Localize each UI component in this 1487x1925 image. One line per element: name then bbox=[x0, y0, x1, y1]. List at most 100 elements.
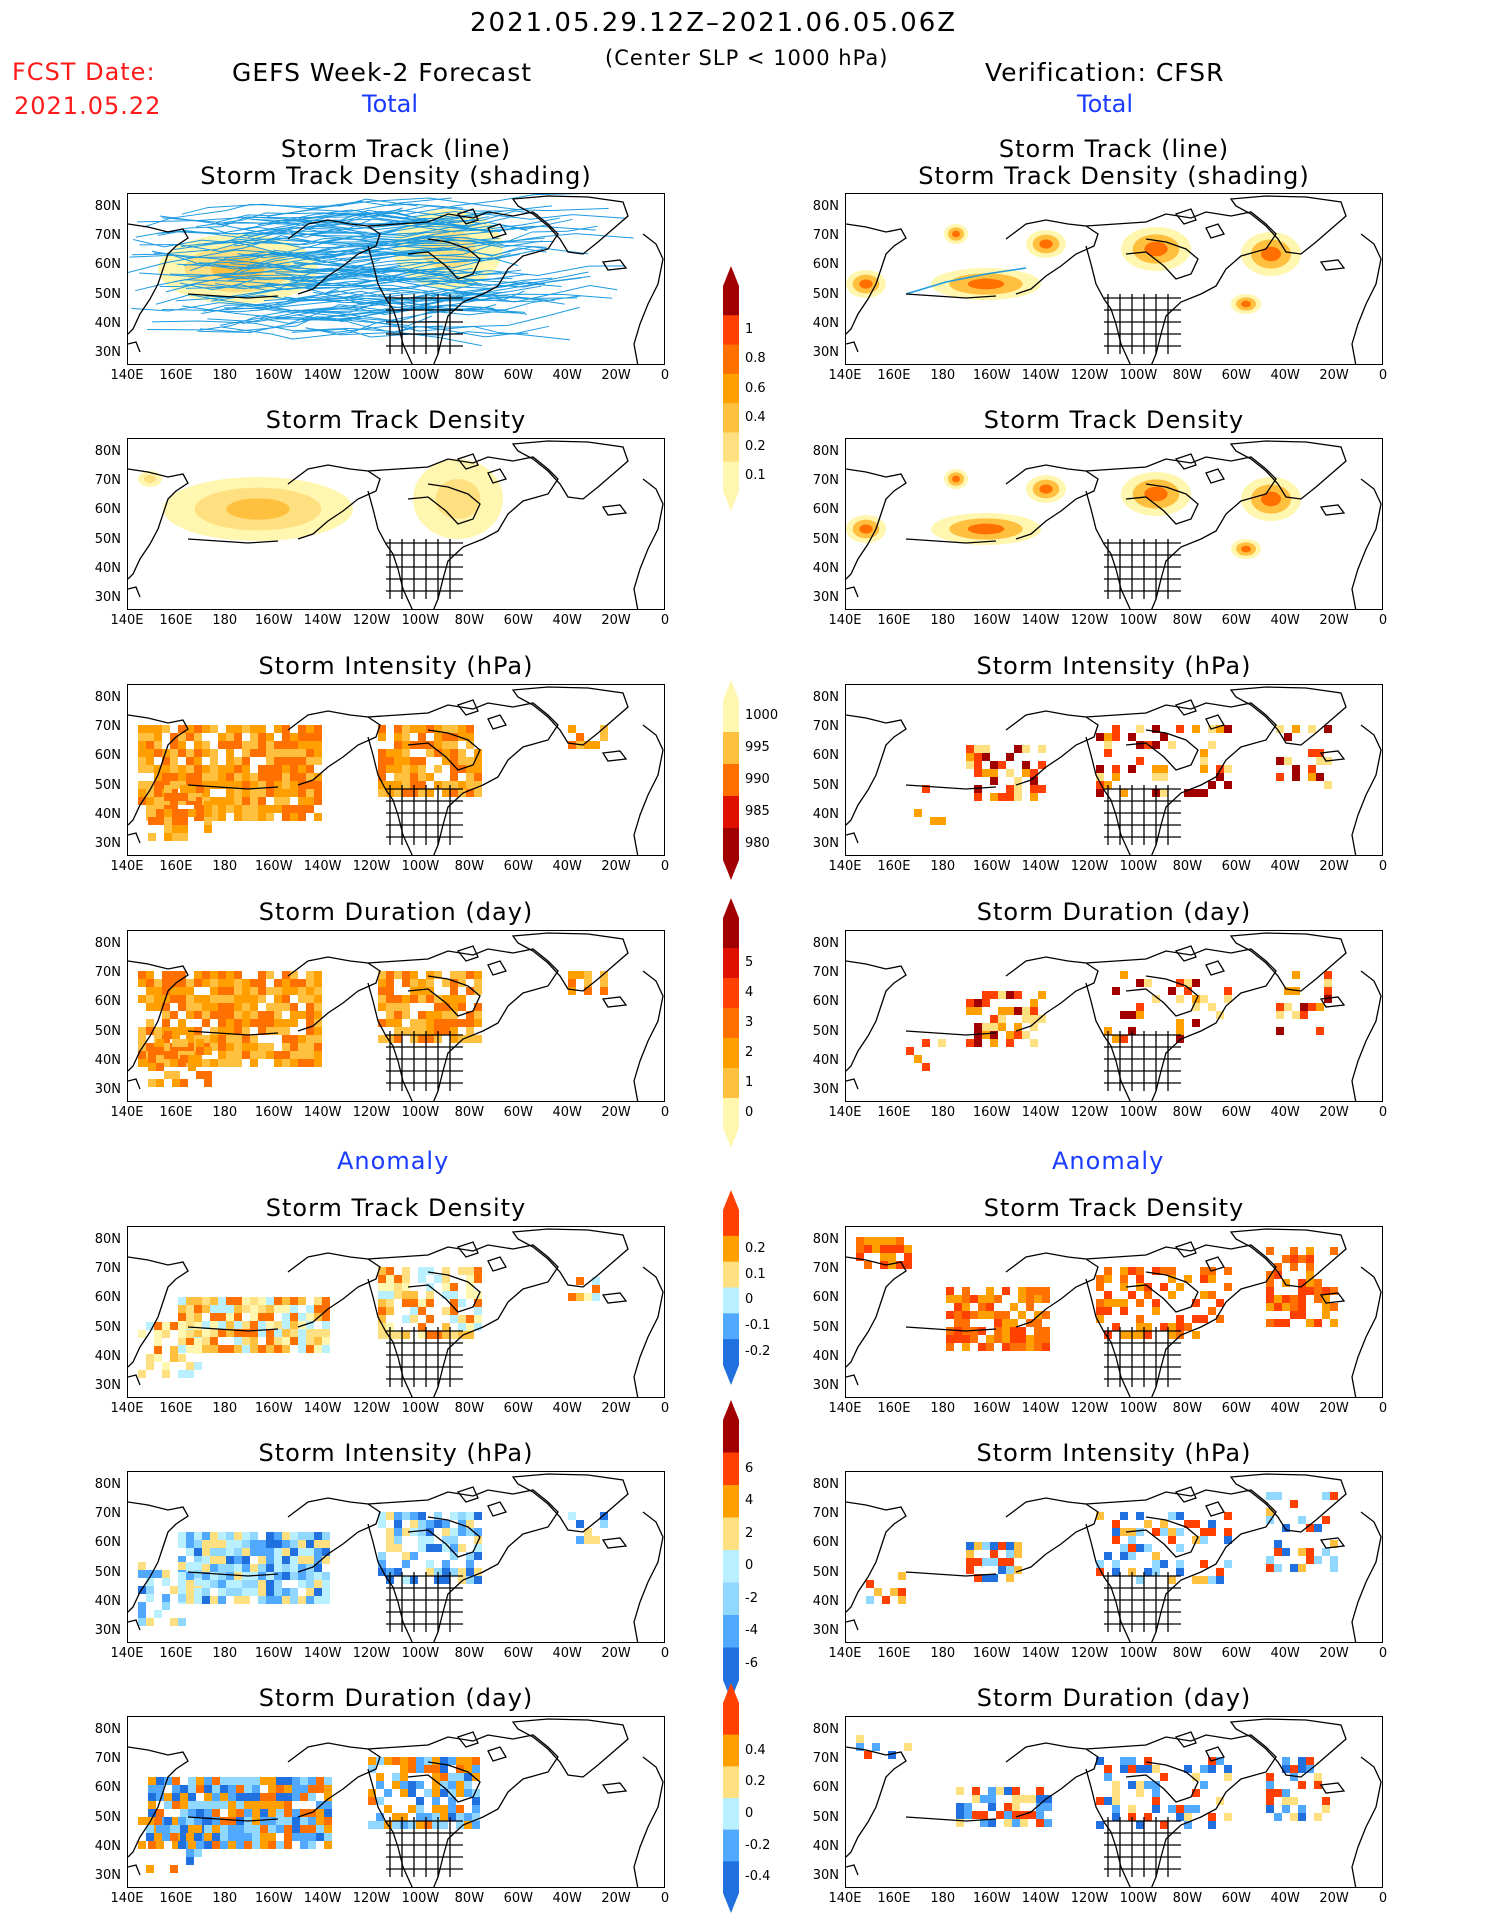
colorbar-density_total bbox=[720, 266, 742, 515]
lon-tick-label: 160W bbox=[972, 1891, 1011, 1906]
lat-tick-label: 60N bbox=[812, 502, 839, 518]
lon-tick-label: 40W bbox=[1270, 1105, 1300, 1120]
lat-tick-label: 70N bbox=[812, 965, 839, 981]
lon-tick-label: 120W bbox=[352, 1891, 391, 1906]
lon-tick-label: 40W bbox=[1270, 368, 1300, 383]
panel-title-fcst-0: Storm Track (line) bbox=[280, 135, 512, 163]
lon-tick-label: 100W bbox=[1119, 1401, 1158, 1416]
lon-tick-label: 140W bbox=[303, 613, 342, 628]
lat-tick-label: 60N bbox=[94, 1780, 121, 1796]
map-forecast-5 bbox=[127, 1471, 665, 1643]
colorbar-tick-label: 0 bbox=[745, 1105, 754, 1120]
lon-tick-label: 120W bbox=[1070, 1105, 1109, 1120]
panel-title-verif-3: Storm Duration (day) bbox=[976, 898, 1252, 926]
lon-tick-label: 0 bbox=[1378, 1105, 1388, 1120]
colorbar-tick-label: 995 bbox=[745, 740, 770, 755]
colorbar-tick-label: 990 bbox=[745, 772, 770, 787]
lon-tick-label: 40W bbox=[1270, 1401, 1300, 1416]
lon-tick-label: 40W bbox=[552, 1891, 582, 1906]
lon-tick-label: 60W bbox=[503, 613, 533, 628]
lon-tick-label: 80W bbox=[1172, 1401, 1203, 1416]
lon-tick-label: 20W bbox=[601, 1105, 631, 1120]
lon-tick-label: 0 bbox=[660, 859, 670, 874]
colorbar-intensity_anom bbox=[720, 1400, 742, 1704]
lat-tick-label: 50N bbox=[812, 777, 839, 793]
lat-tick-label: 80N bbox=[94, 690, 121, 705]
lat-tick-label: 60N bbox=[812, 1535, 839, 1551]
lon-tick-label: 20W bbox=[601, 368, 631, 383]
lat-tick-label: 70N bbox=[812, 1261, 839, 1277]
right-anomaly-label: Anomaly bbox=[1052, 1147, 1165, 1175]
lat-tick-label: 60N bbox=[94, 257, 121, 273]
lon-tick-label: 140E bbox=[110, 1105, 144, 1120]
lon-tick-label: 80W bbox=[1172, 1891, 1203, 1906]
lat-tick-label: 30N bbox=[812, 345, 839, 360]
lon-tick-label: 180 bbox=[930, 613, 956, 628]
lat-tick-label: 50N bbox=[812, 1564, 839, 1580]
lat-tick-label: 30N bbox=[94, 1623, 121, 1638]
colorbar-tick-label: 1 bbox=[745, 1075, 754, 1090]
lon-tick-label: 160W bbox=[972, 1646, 1011, 1661]
lon-tick-label: 140E bbox=[110, 859, 144, 874]
lon-tick-label: 140W bbox=[303, 1646, 342, 1661]
lon-tick-label: 40W bbox=[552, 613, 582, 628]
lon-tick-label: 40W bbox=[1270, 1646, 1300, 1661]
lon-tick-label: 140W bbox=[303, 859, 342, 874]
lon-tick-label: 160E bbox=[159, 859, 193, 874]
lat-tick-label: 40N bbox=[94, 806, 121, 822]
lon-tick-label: 160W bbox=[972, 1401, 1011, 1416]
lon-tick-label: 160W bbox=[972, 859, 1011, 874]
lon-tick-label: 20W bbox=[601, 1646, 631, 1661]
lat-tick-label: 60N bbox=[94, 748, 121, 764]
lat-tick-label: 40N bbox=[812, 315, 839, 331]
lat-tick-label: 80N bbox=[812, 1722, 839, 1737]
lon-tick-label: 140E bbox=[828, 1401, 862, 1416]
lon-tick-label: 100W bbox=[1119, 368, 1158, 383]
lon-tick-label: 80W bbox=[1172, 613, 1203, 628]
lon-tick-label: 60W bbox=[503, 859, 533, 874]
lon-tick-label: 0 bbox=[660, 1401, 670, 1416]
lon-tick-label: 120W bbox=[352, 1401, 391, 1416]
colorbar-tick-label: 0 bbox=[745, 1805, 754, 1821]
colorbar-tick-label: 980 bbox=[745, 836, 770, 851]
panel-title-fcst-5: Storm Intensity (hPa) bbox=[258, 1439, 534, 1467]
colorbar-tick-label: -6 bbox=[745, 1655, 758, 1671]
lon-tick-label: 40W bbox=[1270, 613, 1300, 628]
lon-tick-label: 0 bbox=[1378, 1891, 1388, 1906]
lat-tick-label: 70N bbox=[94, 1261, 121, 1277]
lon-tick-label: 120W bbox=[352, 1646, 391, 1661]
lon-tick-label: 180 bbox=[212, 368, 238, 383]
lat-tick-label: 50N bbox=[94, 1809, 121, 1825]
lat-tick-label: 30N bbox=[94, 836, 121, 851]
lon-tick-label: 60W bbox=[503, 368, 533, 383]
lat-tick-label: 80N bbox=[94, 936, 121, 951]
lon-tick-label: 120W bbox=[1070, 859, 1109, 874]
lat-tick-label: 70N bbox=[94, 1506, 121, 1522]
colorbar-duration_total bbox=[720, 898, 742, 1152]
left-column-title: GEFS Week-2 Forecast bbox=[232, 58, 533, 87]
map-verification-4 bbox=[845, 1226, 1383, 1398]
lat-tick-label: 80N bbox=[812, 1477, 839, 1492]
colorbar-tick-label: -0.1 bbox=[745, 1318, 771, 1334]
lat-tick-label: 50N bbox=[94, 1023, 121, 1039]
panel-title-verif-6: Storm Duration (day) bbox=[976, 1684, 1252, 1712]
lat-tick-label: 70N bbox=[812, 1751, 839, 1767]
lat-tick-label: 40N bbox=[812, 1052, 839, 1068]
panel-title-fcst-2: Storm Intensity (hPa) bbox=[258, 652, 534, 680]
lat-tick-label: 60N bbox=[94, 1290, 121, 1306]
lon-tick-label: 160E bbox=[159, 1891, 193, 1906]
lat-tick-label: 50N bbox=[812, 531, 839, 547]
lat-tick-label: 70N bbox=[94, 228, 121, 244]
lon-tick-label: 80W bbox=[454, 1891, 485, 1906]
colorbar-tick-label: 0.8 bbox=[745, 351, 766, 367]
lon-tick-label: 40W bbox=[552, 1646, 582, 1661]
map-verification-3 bbox=[845, 930, 1383, 1102]
map-forecast-1 bbox=[127, 438, 665, 610]
lon-tick-label: 120W bbox=[1070, 1401, 1109, 1416]
lon-tick-label: 100W bbox=[1119, 613, 1158, 628]
lon-tick-label: 40W bbox=[552, 859, 582, 874]
lat-tick-label: 30N bbox=[812, 590, 839, 605]
lat-tick-label: 40N bbox=[812, 1593, 839, 1609]
lon-tick-label: 160W bbox=[254, 1105, 293, 1120]
lat-tick-label: 80N bbox=[94, 1232, 121, 1247]
